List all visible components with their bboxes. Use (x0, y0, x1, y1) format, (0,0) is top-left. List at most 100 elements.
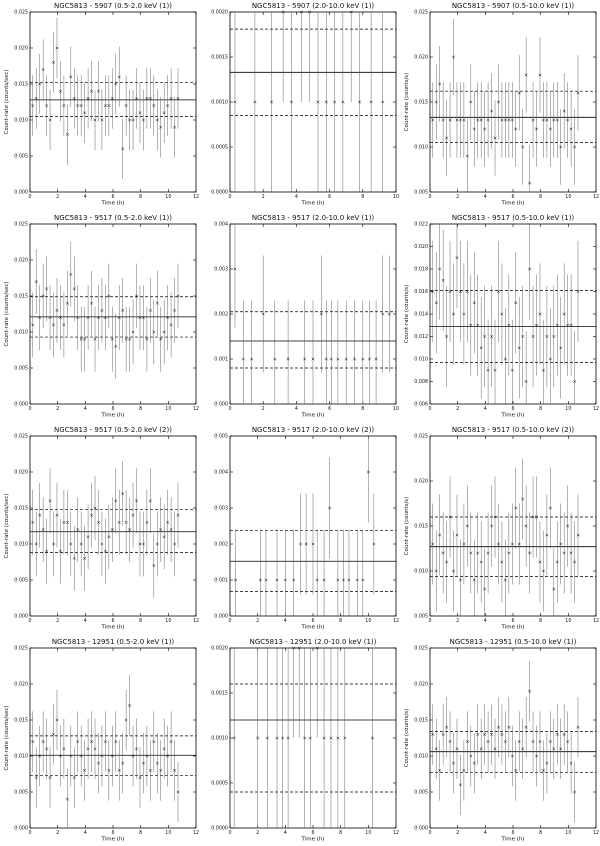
y-axis-label: Count-rate (counts/s) (404, 709, 410, 768)
x-tick-label: 4 (84, 830, 87, 836)
x-tick-label: 4 (295, 194, 298, 200)
chart-title: NGC5813 - 9517 (0.5-10.0 keV (1)) (452, 214, 575, 222)
y-tick-label: 0.015 (14, 718, 28, 724)
x-tick-label: 4 (484, 618, 487, 624)
x-tick-label: 8 (139, 830, 142, 836)
y-tick-label: 0.000 (214, 614, 228, 620)
x-tick-label: 8 (361, 194, 364, 200)
light-curve-chart: NGC5813 - 9517 (0.5-2.0 keV (2))0 2 4 6 8 10 1… (0, 424, 200, 634)
light-curve-panel: NGC5813 - 5907 (2.0-10.0 keV (1)) 0 2 4 6 8 10… (200, 0, 400, 210)
x-tick-label: 10 (393, 194, 399, 200)
x-tick-label: 6 (311, 618, 314, 624)
y-tick-label: 0.025 (414, 10, 428, 16)
x-axis-label: Time (h) (101, 837, 125, 843)
chart-title: NGC5813 - 5907 (2.0-10.0 keV (1)) (252, 2, 375, 10)
x-tick-label: 2 (256, 618, 259, 624)
x-tick-label: 0 (228, 830, 231, 836)
x-tick-label: 6 (111, 618, 114, 624)
y-tick-label: 0.010 (414, 569, 428, 575)
x-tick-label: 4 (284, 618, 287, 624)
y-tick-label: 0.025 (14, 646, 28, 652)
x-tick-label: 4 (484, 830, 487, 836)
light-curve-panel: NGC5813 - 5907 (0.5-10.0 keV (1)) 0 2 4 6 8 10… (400, 0, 600, 210)
y-tick-label: 0.0020 (211, 646, 228, 652)
y-axis-label: Count-rate (counts/sec) (4, 69, 10, 134)
y-tick-label: 0.000 (14, 402, 28, 408)
y-tick-label: 0.0015 (211, 691, 228, 697)
x-tick-label: 12 (393, 830, 399, 836)
chart-title: NGC5813 - 12951 (0.5-2.0 keV (1)) (52, 638, 175, 646)
x-tick-label: 2 (56, 194, 59, 200)
y-tick-label: 0.020 (14, 46, 28, 52)
light-curve-panel: NGC5813 - 5907 (0.5-2.0 keV (1)) 0 2 4 6 8 10 1… (0, 0, 200, 210)
x-tick-label: 0 (28, 406, 31, 412)
y-tick-label: 0.003 (214, 267, 228, 273)
x-tick-label: 2 (262, 194, 265, 200)
x-axis-label: Time (h) (301, 837, 325, 843)
chart-title: NGC5813 - 5907 (0.5-2.0 keV (1)) (54, 2, 172, 10)
x-tick-label: 8 (539, 406, 542, 412)
x-tick-label: 2 (456, 830, 459, 836)
x-tick-label: 0 (228, 406, 231, 412)
x-tick-label: 2 (56, 830, 59, 836)
x-tick-label: 6 (311, 830, 314, 836)
x-tick-label: 4 (84, 618, 87, 624)
y-tick-label: 0.005 (414, 190, 428, 196)
x-tick-label: 8 (139, 618, 142, 624)
light-curve-panel: NGC5813 - 9517 (0.5-10.0 keV (2)) 0 2 4 6 8 10… (400, 424, 600, 634)
x-tick-label: 6 (511, 194, 514, 200)
y-tick-label: 0.025 (14, 222, 28, 228)
x-axis-label: Time (h) (101, 413, 125, 419)
y-tick-label: 0.016 (414, 289, 428, 295)
x-tick-label: 10 (393, 406, 399, 412)
light-curve-chart: NGC5813 - 5907 (0.5-2.0 keV (1))0 2 4 6 8 10 1… (0, 0, 200, 210)
light-curve-chart: NGC5813 - 9517 (0.5-10.0 keV (1)) 0 2 4 6 8 10… (400, 212, 600, 422)
y-tick-label: 0.005 (14, 790, 28, 796)
y-tick-label: 0.015 (414, 718, 428, 724)
y-tick-label: 0.018 (414, 267, 428, 273)
x-tick-label: 10 (565, 618, 571, 624)
y-tick-label: 0.000 (14, 826, 28, 832)
y-axis-label: Count-rate (counts/s) (404, 73, 410, 132)
light-curve-panel: NGC5813 - 9517 (0.5-10.0 keV (1)) 0 2 4 6 8 10… (400, 212, 600, 422)
x-tick-label: 12 (193, 194, 199, 200)
x-tick-label: 6 (511, 618, 514, 624)
y-tick-label: 0.025 (14, 10, 28, 16)
y-tick-label: 0.000 (414, 826, 428, 832)
y-tick-label: 0.012 (414, 334, 428, 340)
y-tick-label: 0.015 (14, 82, 28, 88)
x-axis-label: Time (h) (501, 837, 525, 843)
light-curve-chart: NGC5813 - 12951 (2.0-10.0 keV (1))0 2 4 6 8 1… (200, 636, 400, 846)
chart-title: NGC5813 - 9517 (2.0-10.0 keV (2)) (252, 426, 375, 434)
y-tick-label: 0.002 (214, 542, 228, 548)
x-tick-label: 12 (593, 406, 599, 412)
light-curve-chart: NGC5813 - 5907 (0.5-10.0 keV (1))0 2 4 6 8 10… (400, 0, 600, 210)
light-curve-chart: NGC5813 - 9517 (0.5-10.0 keV (2))0 2 4 6 8 10… (400, 424, 600, 634)
x-tick-label: 8 (139, 194, 142, 200)
x-tick-label: 10 (165, 830, 171, 836)
x-axis-label: Time (h) (501, 413, 525, 419)
x-tick-label: 4 (284, 830, 287, 836)
y-tick-label: 0.002 (214, 312, 228, 318)
y-tick-label: 0.025 (414, 646, 428, 652)
x-tick-label: 2 (456, 618, 459, 624)
x-axis-label: Time (h) (301, 201, 325, 207)
x-tick-label: 2 (256, 830, 259, 836)
y-tick-label: 0.020 (14, 682, 28, 688)
y-tick-label: 0.006 (414, 402, 428, 408)
light-curve-chart: NGC5813 - 9517 (0.5-2.0 keV (1))0 2 4 6 8 10 1… (0, 212, 200, 422)
y-tick-label: 0.0005 (211, 145, 228, 151)
x-tick-label: 8 (539, 830, 542, 836)
y-axis-label: Count-rate (counts/s) (404, 285, 410, 344)
x-tick-label: 6 (511, 830, 514, 836)
light-curve-panel: NGC5813 - 9517 (0.5-2.0 keV (1)) 0 2 4 6 8 10 1… (0, 212, 200, 422)
x-tick-label: 10 (165, 194, 171, 200)
y-tick-label: 0.0015 (211, 55, 228, 61)
y-tick-label: 0.005 (14, 154, 28, 160)
y-tick-label: 0.015 (14, 506, 28, 512)
y-tick-label: 0.015 (14, 294, 28, 300)
chart-title: NGC5813 - 5907 (0.5-10.0 keV (1)) (452, 2, 575, 10)
y-tick-label: 0.020 (14, 470, 28, 476)
y-tick-label: 0.015 (414, 100, 428, 106)
x-tick-label: 8 (539, 194, 542, 200)
